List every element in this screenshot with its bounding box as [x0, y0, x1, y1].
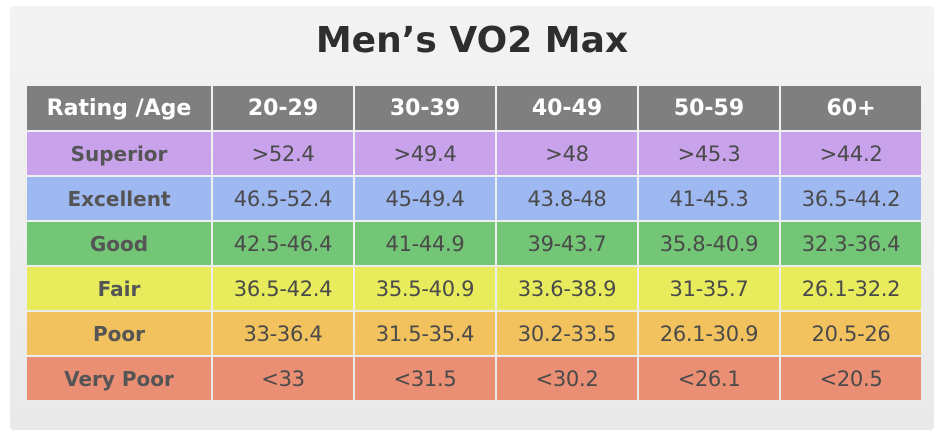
table-cell: 20.5-26 [781, 312, 921, 355]
table-row: Good 42.5-46.4 41-44.9 39-43.7 35.8-40.9 32.3… [27, 222, 921, 265]
table-cell: 45-49.4 [355, 177, 495, 220]
rating-label: Fair [27, 267, 211, 310]
rating-label: Very Poor [27, 357, 211, 400]
table-cell: <31.5 [355, 357, 495, 400]
table-cell: >52.4 [213, 132, 353, 175]
table-cell: 32.3-36.4 [781, 222, 921, 265]
table-cell: <30.2 [497, 357, 637, 400]
table-cell: >49.4 [355, 132, 495, 175]
table-cell: <33 [213, 357, 353, 400]
table-row: Poor 33-36.4 31.5-35.4 30.2-33.5 26.1-30.9 20… [27, 312, 921, 355]
table-cell: 35.8-40.9 [639, 222, 779, 265]
table-cell: 35.5-40.9 [355, 267, 495, 310]
rating-label: Superior [27, 132, 211, 175]
table-cell: >45.3 [639, 132, 779, 175]
table-cell: 31.5-35.4 [355, 312, 495, 355]
table-cell: 41-44.9 [355, 222, 495, 265]
column-header: 50-59 [639, 86, 779, 130]
column-header: 60+ [781, 86, 921, 130]
table-row: Superior >52.4 >49.4 >48 >45.3 >44.2 [27, 132, 921, 175]
table-cell: 39-43.7 [497, 222, 637, 265]
table-cell: 46.5-52.4 [213, 177, 353, 220]
table-cell: 33.6-38.9 [497, 267, 637, 310]
column-header: 30-39 [355, 86, 495, 130]
table-cell: <20.5 [781, 357, 921, 400]
table-cell: >48 [497, 132, 637, 175]
rating-label: Excellent [27, 177, 211, 220]
table-cell: 26.1-32.2 [781, 267, 921, 310]
rating-label: Poor [27, 312, 211, 355]
table-body: Superior >52.4 >49.4 >48 >45.3 >44.2 Excellent… [27, 132, 921, 400]
table-cell: 43.8-48 [497, 177, 637, 220]
corner-header: Rating /Age [27, 86, 211, 130]
column-header: 40-49 [497, 86, 637, 130]
table-cell: 36.5-44.2 [781, 177, 921, 220]
table-row: Very Poor <33 <31.5 <30.2 <26.1 <20.5 [27, 357, 921, 400]
slide: Men’s VO2 Max Rating /Age 20-29 30-39 40… [10, 6, 934, 430]
table-cell: >44.2 [781, 132, 921, 175]
table-row: Fair 36.5-42.4 35.5-40.9 33.6-38.9 31-35.7 26… [27, 267, 921, 310]
table-cell: 31-35.7 [639, 267, 779, 310]
table-cell: <26.1 [639, 357, 779, 400]
column-header: 20-29 [213, 86, 353, 130]
page-title: Men’s VO2 Max [315, 20, 629, 61]
table-cell: 30.2-33.5 [497, 312, 637, 355]
table-cell: 26.1-30.9 [639, 312, 779, 355]
rating-label: Good [27, 222, 211, 265]
table-cell: 42.5-46.4 [213, 222, 353, 265]
table-header-row: Rating /Age 20-29 30-39 40-49 50-59 60+ [27, 86, 921, 130]
table-cell: 36.5-42.4 [213, 267, 353, 310]
table-row: Excellent 46.5-52.4 45-49.4 43.8-48 41-45.3 3… [27, 177, 921, 220]
table-cell: 41-45.3 [639, 177, 779, 220]
vo2-max-table: Rating /Age 20-29 30-39 40-49 50-59 60+ … [25, 84, 923, 402]
table-cell: 33-36.4 [213, 312, 353, 355]
